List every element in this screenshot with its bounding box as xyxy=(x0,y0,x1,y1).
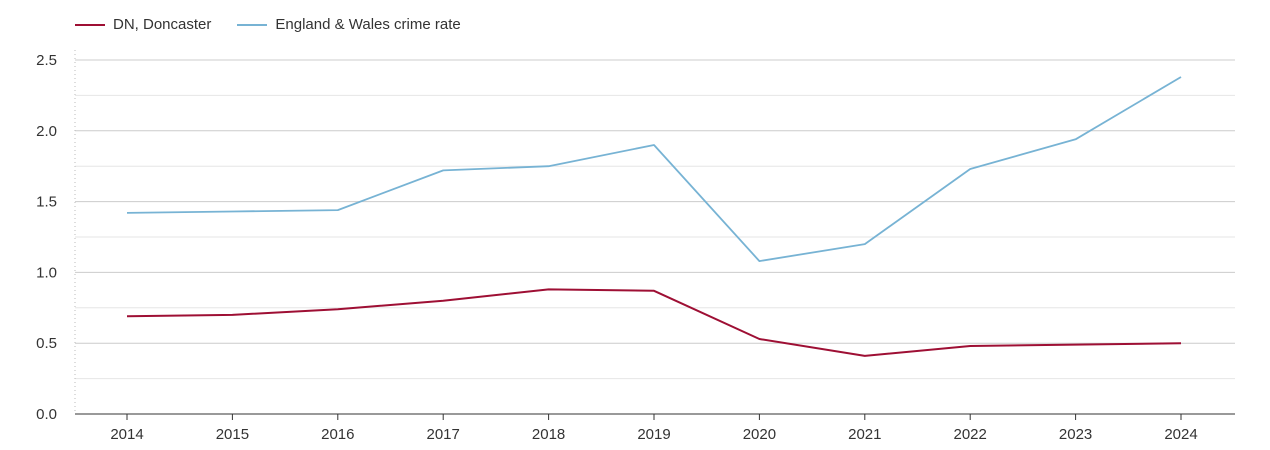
x-tick-label: 2022 xyxy=(954,426,987,443)
legend-label-england-wales: England & Wales crime rate xyxy=(275,16,461,33)
chart-legend: DN, Doncaster England & Wales crime rate xyxy=(75,16,461,33)
x-tick-label: 2020 xyxy=(743,426,776,443)
y-tick-label: 0.0 xyxy=(36,406,57,423)
legend-item-doncaster[interactable]: DN, Doncaster xyxy=(75,16,211,33)
x-tick-label: 2017 xyxy=(427,426,460,443)
x-tick-label: 2019 xyxy=(637,426,670,443)
series-line-england-wales xyxy=(126,76,1182,263)
y-tick-label: 0.5 xyxy=(36,335,57,352)
x-tick-label: 2016 xyxy=(321,426,354,443)
x-tick-label: 2024 xyxy=(1164,426,1197,443)
series-lines xyxy=(126,76,1182,357)
legend-swatch-doncaster xyxy=(75,23,105,26)
series-line-doncaster xyxy=(126,288,1182,357)
x-tick-label: 2018 xyxy=(532,426,565,443)
legend-label-doncaster: DN, Doncaster xyxy=(113,16,212,33)
x-tick-label: 2015 xyxy=(216,426,249,443)
legend-item-england-wales[interactable]: England & Wales crime rate xyxy=(237,16,461,33)
y-tick-label: 2.5 xyxy=(36,52,57,69)
x-tick-label: 2014 xyxy=(110,426,143,443)
x-tick-label: 2021 xyxy=(848,426,881,443)
gridlines xyxy=(75,59,1235,380)
x-tick-label: 2023 xyxy=(1059,426,1092,443)
y-tick-label: 2.0 xyxy=(36,123,57,140)
y-tick-label: 1.0 xyxy=(36,264,57,281)
axes: 0.0 0.5 1.0 1.5 2.0 2.5 2014 2015 2016 2017 2018 20… xyxy=(36,50,1235,443)
legend-swatch-england-wales xyxy=(237,23,268,26)
y-tick-label: 1.5 xyxy=(36,194,57,211)
